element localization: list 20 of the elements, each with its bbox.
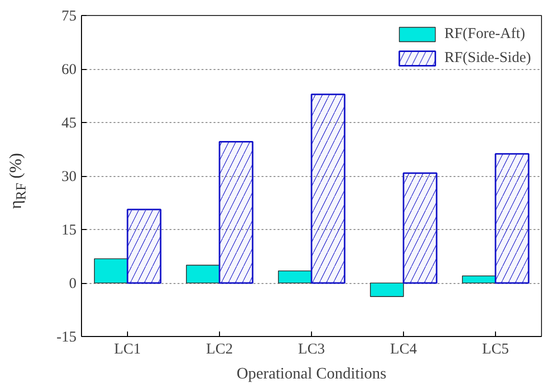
bar — [278, 270, 312, 284]
y-tick-label: 45 — [62, 116, 76, 132]
x-tick-label: LC5 — [482, 342, 509, 358]
legend-label: RF(Side-Side) — [444, 50, 531, 66]
x-tick-label: LC1 — [114, 342, 141, 358]
x-axis-title: Operational Conditions — [236, 366, 386, 382]
y-tick-label: 0 — [69, 276, 76, 292]
x-tick-label: LC4 — [390, 342, 418, 358]
y-tick-label: 60 — [62, 62, 76, 78]
x-tick-label: LC2 — [206, 342, 233, 358]
y-tick-label: 75 — [62, 8, 76, 24]
y-tick-label: 30 — [62, 169, 76, 185]
bar — [186, 264, 220, 284]
y-tick-label: 15 — [62, 222, 76, 238]
bar — [462, 275, 496, 284]
legend-label: RF(Fore-Aft) — [444, 26, 526, 42]
bar — [94, 258, 128, 284]
x-tick-label: LC3 — [298, 342, 325, 358]
bar — [370, 282, 404, 297]
y-tick-label: -15 — [56, 330, 77, 346]
